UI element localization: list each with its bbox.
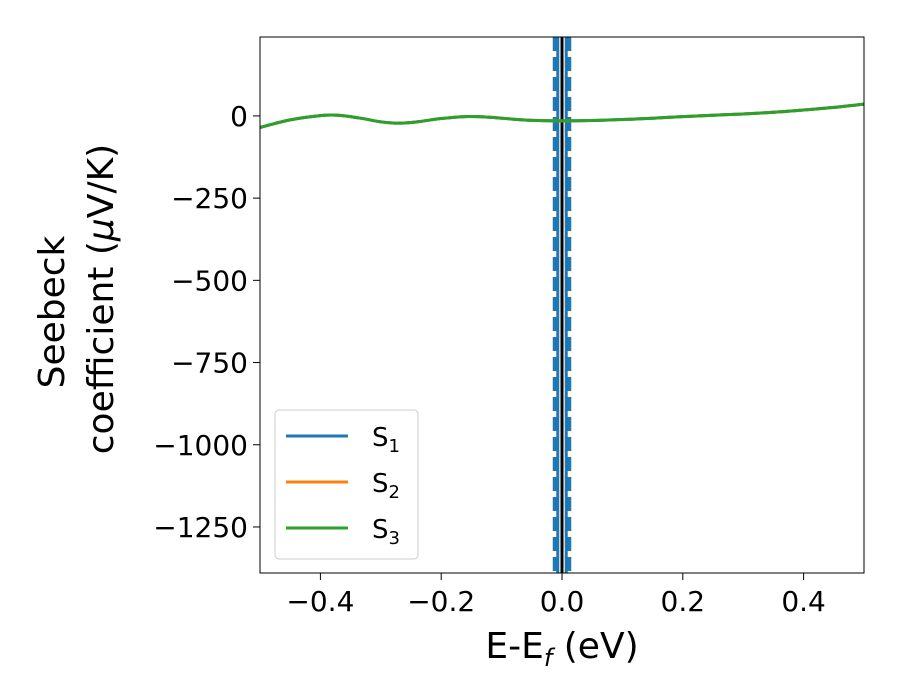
y-tick-label: −1000 bbox=[153, 429, 248, 462]
y-tick-label: −750 bbox=[171, 347, 248, 380]
y-tick-label: 0 bbox=[230, 100, 248, 133]
x-tick-label: 0.2 bbox=[661, 585, 706, 618]
series-line-s3 bbox=[260, 102, 864, 129]
legend-label-s3: S3 bbox=[372, 515, 400, 549]
x-tick-label: 0.4 bbox=[781, 585, 826, 618]
legend-frame bbox=[274, 409, 419, 560]
y-tick-label: −1250 bbox=[153, 511, 248, 544]
x-tick-label: 0.0 bbox=[540, 585, 585, 618]
y-tick-label: −500 bbox=[171, 264, 248, 297]
x-tick-label: −0.4 bbox=[286, 585, 354, 618]
legend-label-s2: S2 bbox=[372, 469, 400, 503]
y-axis-label-line1: Seebeck bbox=[32, 235, 73, 388]
x-axis-label: E-Ef (eV) bbox=[485, 626, 638, 672]
y-tick-label: −250 bbox=[171, 182, 248, 215]
y-axis-label-line2: coefficient (μV/K) bbox=[81, 144, 122, 454]
legend: S1 S2 S3 bbox=[274, 409, 419, 560]
x-tick-label: −0.2 bbox=[407, 585, 475, 618]
legend-label-s1: S1 bbox=[372, 423, 400, 457]
